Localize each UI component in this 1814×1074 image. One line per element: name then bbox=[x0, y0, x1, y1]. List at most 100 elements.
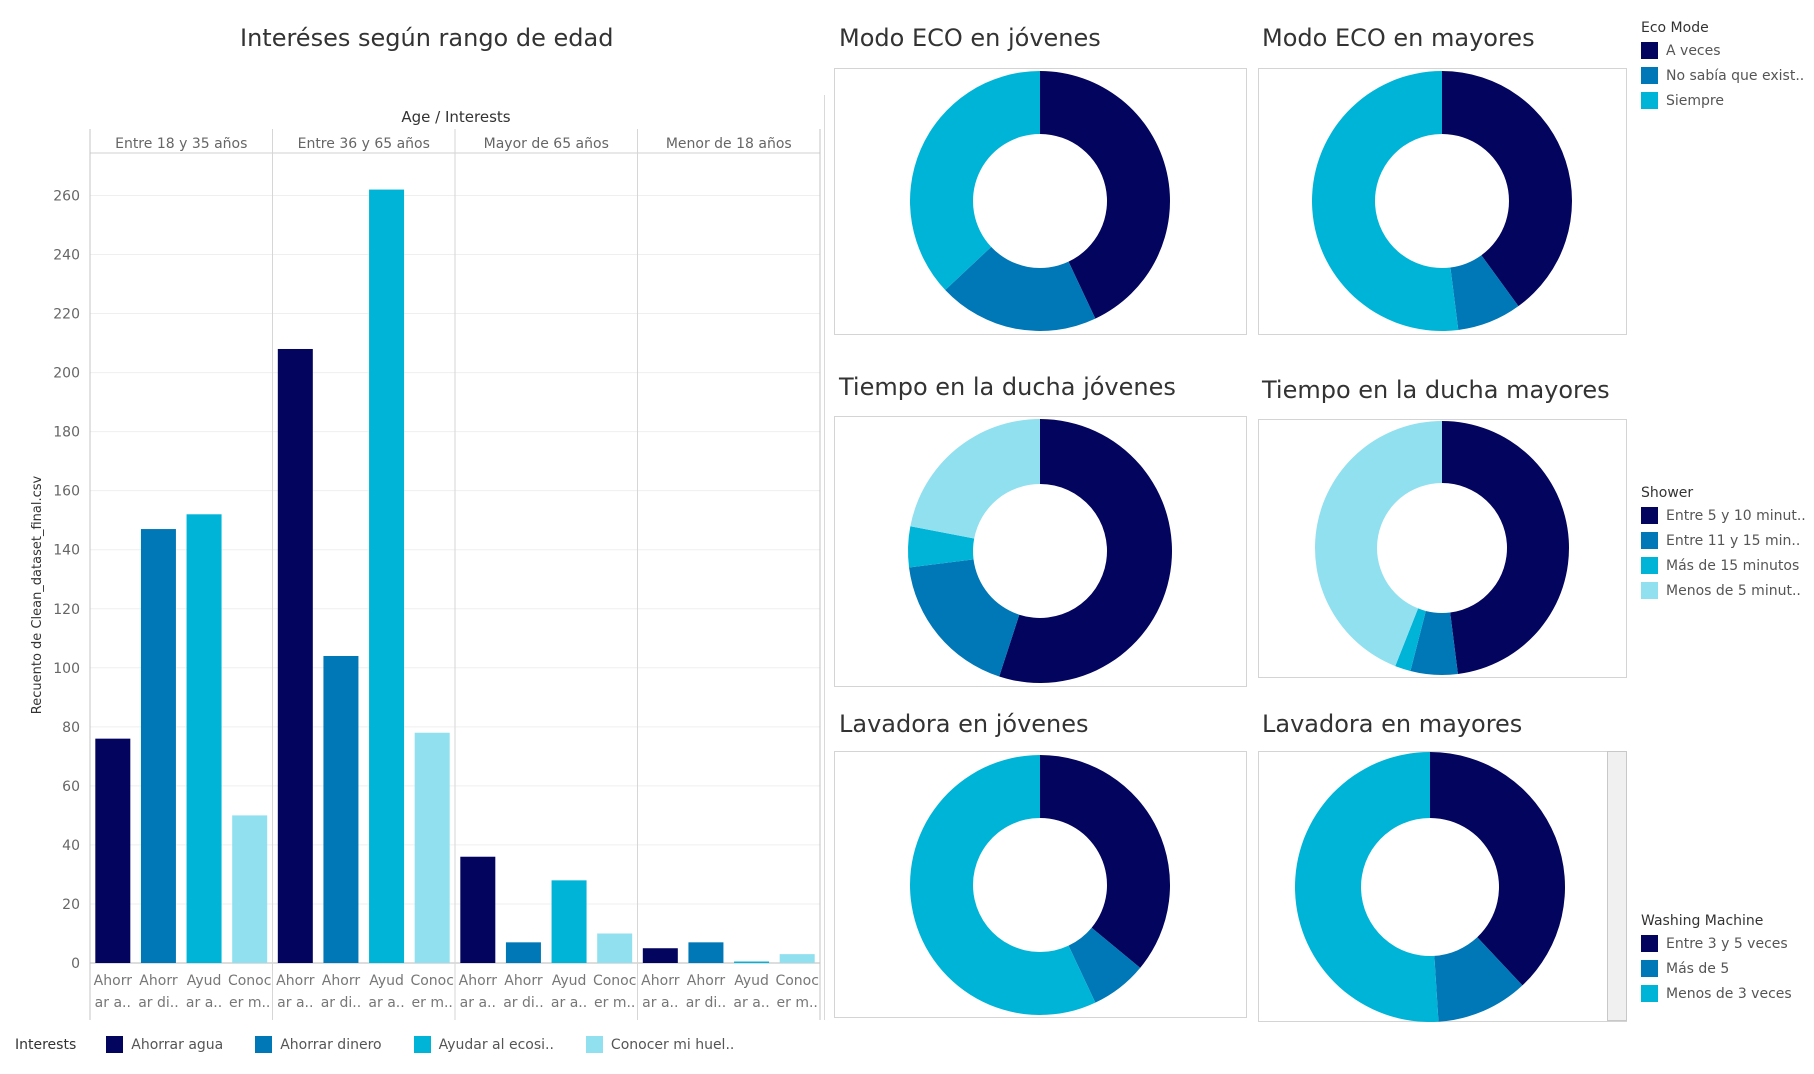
legend-swatch bbox=[1641, 935, 1658, 952]
bar[interactable] bbox=[460, 856, 496, 963]
legend-title: Eco Mode bbox=[1641, 20, 1709, 36]
donut-slice[interactable] bbox=[1395, 608, 1426, 672]
donut-slice[interactable] bbox=[1434, 937, 1523, 1022]
x-tick-label: ar a.. bbox=[95, 995, 131, 1011]
group-label: Mayor de 65 años bbox=[484, 136, 609, 152]
x-tick-label: ar di.. bbox=[321, 995, 361, 1011]
bar[interactable] bbox=[551, 880, 587, 963]
donut-slice[interactable] bbox=[1040, 755, 1171, 968]
donut-slice[interactable] bbox=[1294, 752, 1439, 1022]
bar[interactable] bbox=[779, 954, 815, 963]
legend-swatch bbox=[1641, 557, 1658, 574]
bar[interactable] bbox=[323, 655, 359, 963]
legend-item[interactable]: Más de 5 bbox=[1641, 956, 1792, 981]
legend-label: A veces bbox=[1666, 42, 1721, 59]
donut-slice[interactable] bbox=[909, 755, 1096, 1016]
interests-legend-item[interactable]: Ahorrar dinero bbox=[255, 1036, 382, 1053]
bars bbox=[95, 189, 815, 963]
legend-item[interactable]: Entre 3 y 5 veces bbox=[1641, 931, 1792, 956]
bar[interactable] bbox=[414, 732, 450, 963]
legend-item[interactable]: Siempre bbox=[1641, 88, 1804, 113]
donut-title-washer-young: Lavadora en jóvenes bbox=[839, 710, 1089, 738]
legend-swatch bbox=[1641, 532, 1658, 549]
eco-mode-legend: Eco Mode A veces No sabía que exist.. Si… bbox=[1641, 20, 1804, 113]
interests-legend-item[interactable]: Conocer mi huel.. bbox=[585, 1036, 734, 1053]
interests-legend-item[interactable]: Ayudar al ecosi.. bbox=[413, 1036, 554, 1053]
y-axis-ticks: 0 20 40 60 80 100 120 140 160 180 200 220 240 260 bbox=[53, 188, 80, 972]
y-tick-label: 220 bbox=[53, 307, 80, 323]
donut-slice[interactable] bbox=[908, 526, 975, 568]
donut-slice[interactable] bbox=[910, 71, 1040, 290]
bar[interactable] bbox=[505, 942, 541, 963]
donut-frame bbox=[834, 68, 1247, 335]
bar[interactable] bbox=[369, 189, 405, 963]
x-tick-label: Conoc bbox=[593, 973, 636, 989]
donut-slice[interactable] bbox=[999, 419, 1172, 683]
donut-slice[interactable] bbox=[1068, 927, 1141, 1003]
donut-slice[interactable] bbox=[1442, 71, 1572, 307]
donut-slice[interactable] bbox=[1442, 421, 1570, 674]
washing-machine-legend: Washing Machine Entre 3 y 5 veces Más de… bbox=[1641, 913, 1792, 1006]
y-axis-label: Recuento de Clean_dataset_final.csv bbox=[30, 475, 45, 714]
x-tick-label: Ahorr bbox=[322, 973, 361, 989]
donut-slice[interactable] bbox=[1450, 255, 1519, 330]
legend-item[interactable]: Menos de 5 minut.. bbox=[1641, 578, 1806, 603]
x-tick-label: ar a.. bbox=[733, 995, 769, 1011]
bar[interactable] bbox=[734, 961, 770, 963]
legend-swatch bbox=[1641, 582, 1658, 599]
legend-item[interactable]: Entre 11 y 15 min.. bbox=[1641, 528, 1806, 553]
legend-item[interactable]: Entre 5 y 10 minut.. bbox=[1641, 503, 1806, 528]
donut-slice[interactable] bbox=[910, 419, 1040, 539]
donut-washer-young bbox=[909, 755, 1171, 1016]
donut-title-eco-young: Modo ECO en jóvenes bbox=[839, 24, 1101, 52]
legend-title: Washing Machine bbox=[1641, 913, 1764, 929]
legend-swatch bbox=[1641, 92, 1658, 109]
legend-item[interactable]: Menos de 3 veces bbox=[1641, 981, 1792, 1006]
donut-slice[interactable] bbox=[1315, 421, 1442, 667]
y-tick-label: 80 bbox=[62, 720, 80, 736]
legend-label: Ayudar al ecosi.. bbox=[438, 1036, 554, 1053]
donut-slice[interactable] bbox=[1312, 71, 1459, 331]
donut-washer-old bbox=[1294, 752, 1565, 1022]
x-tick-label: Ayud bbox=[187, 973, 222, 989]
x-tick-label: ar a.. bbox=[460, 995, 496, 1011]
bar[interactable] bbox=[642, 948, 678, 963]
donut-slice[interactable] bbox=[945, 246, 1096, 331]
bar[interactable] bbox=[186, 514, 222, 963]
donut-slice[interactable] bbox=[1410, 610, 1458, 675]
legend-item[interactable]: No sabía que exist.. bbox=[1641, 63, 1804, 88]
bar[interactable] bbox=[140, 529, 176, 963]
panel-divider bbox=[824, 95, 825, 1020]
donut-shower-young bbox=[908, 419, 1172, 683]
scrollbar[interactable] bbox=[1607, 751, 1627, 1021]
donut-slice[interactable] bbox=[1430, 752, 1565, 986]
legend-label: Entre 11 y 15 min.. bbox=[1666, 532, 1801, 549]
x-tick-label: Ahorr bbox=[276, 973, 315, 989]
x-tick-label: Conoc bbox=[228, 973, 271, 989]
x-tick-label: er m.. bbox=[229, 995, 270, 1011]
donut-slice[interactable] bbox=[909, 559, 1020, 677]
x-tick-label: er m.. bbox=[777, 995, 818, 1011]
x-tick-label: Ayud bbox=[734, 973, 769, 989]
legend-item[interactable]: Más de 15 minutos bbox=[1641, 553, 1806, 578]
bar[interactable] bbox=[597, 933, 633, 963]
donut-slice[interactable] bbox=[1040, 71, 1170, 319]
legend-label: Entre 5 y 10 minut.. bbox=[1666, 507, 1806, 524]
legend-label: Entre 3 y 5 veces bbox=[1666, 935, 1788, 952]
legend-swatch bbox=[1641, 507, 1658, 524]
bar[interactable] bbox=[688, 942, 724, 963]
interests-legend-item[interactable]: Ahorrar agua bbox=[106, 1036, 223, 1053]
bar[interactable] bbox=[232, 815, 268, 963]
x-tick-label: ar a.. bbox=[186, 995, 222, 1011]
donut-title-eco-old: Modo ECO en mayores bbox=[1262, 24, 1535, 52]
bar[interactable] bbox=[277, 348, 313, 963]
legend-swatch bbox=[585, 1036, 603, 1053]
legend-item[interactable]: A veces bbox=[1641, 38, 1804, 63]
bar[interactable] bbox=[95, 738, 131, 963]
y-tick-label: 60 bbox=[62, 779, 80, 795]
donut-frame bbox=[834, 416, 1247, 687]
legend-swatch bbox=[1641, 960, 1658, 977]
group-label: Entre 18 y 35 años bbox=[115, 136, 247, 152]
legend-label: Siempre bbox=[1666, 92, 1724, 109]
x-tick-label: Ahorr bbox=[641, 973, 680, 989]
